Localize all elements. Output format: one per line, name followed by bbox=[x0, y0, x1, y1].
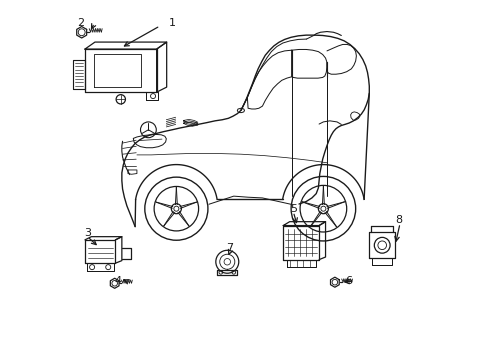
Text: 8: 8 bbox=[394, 215, 402, 225]
Text: 1: 1 bbox=[168, 18, 175, 28]
Circle shape bbox=[320, 206, 325, 211]
Text: 7: 7 bbox=[226, 243, 233, 253]
Text: 5: 5 bbox=[289, 204, 296, 214]
Text: 4: 4 bbox=[115, 276, 122, 286]
Text: 3: 3 bbox=[84, 228, 91, 238]
Circle shape bbox=[174, 206, 179, 211]
Text: 6: 6 bbox=[345, 276, 351, 286]
Text: 2: 2 bbox=[77, 18, 83, 28]
